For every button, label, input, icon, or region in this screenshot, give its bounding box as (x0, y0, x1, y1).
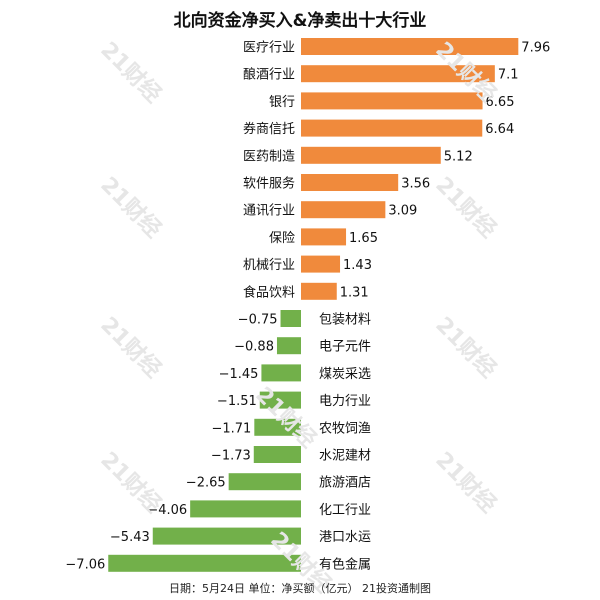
value-label: −7.06 (65, 557, 105, 572)
value-label: −0.75 (238, 313, 278, 328)
bar-农牧饲渔 (254, 418, 301, 436)
value-label: 1.65 (349, 231, 378, 246)
category-label: 煤炭采选 (319, 367, 371, 382)
category-label: 包装材料 (319, 313, 371, 328)
value-label: 6.64 (485, 122, 514, 137)
category-label: 保险 (269, 231, 295, 246)
bar-有色金属 (108, 554, 302, 572)
value-label: −0.88 (234, 340, 274, 355)
value-label: −1.45 (219, 367, 259, 382)
bar-电力行业 (259, 391, 301, 409)
bar-包装材料 (280, 310, 301, 327)
category-label: 农牧饲渔 (319, 421, 371, 436)
category-label: 水泥建材 (319, 449, 371, 464)
chart-title: 北向资金净买入&净卖出十大行业 (173, 11, 427, 31)
bar-食品饮料 (301, 282, 337, 300)
value-label: −4.06 (147, 503, 187, 518)
category-label: 食品饮料 (243, 284, 295, 300)
value-label: 5.12 (444, 149, 473, 164)
bar-医疗行业 (301, 38, 519, 55)
bar-酿酒行业 (301, 65, 495, 83)
footer-note: 日期：5月24日 单位：净买额（亿元） 21投资通制图 (169, 582, 431, 595)
category-label: 软件服务 (243, 176, 295, 192)
bar-保险 (301, 228, 347, 246)
bar-煤炭采选 (261, 364, 301, 382)
category-label: 医药制造 (243, 149, 295, 164)
category-label: 医疗行业 (243, 41, 295, 56)
value-label: 7.96 (521, 41, 550, 56)
bar-港口水运 (152, 527, 301, 545)
bar-医药制造 (301, 146, 441, 164)
bar-机械行业 (301, 255, 341, 273)
bar-旅游酒店 (228, 473, 301, 491)
value-label: 3.56 (401, 177, 430, 192)
category-label: 通讯行业 (243, 204, 295, 219)
bar-电子元件 (276, 337, 301, 355)
category-label: 电力行业 (319, 394, 371, 409)
bar-水泥建材 (253, 446, 301, 463)
value-label: −1.71 (211, 421, 251, 436)
value-label: 3.09 (388, 204, 417, 219)
value-label: −1.73 (211, 449, 251, 464)
value-label: 1.31 (340, 285, 369, 300)
category-label: 券商信托 (243, 121, 295, 137)
bar-软件服务 (301, 174, 399, 191)
value-label: −5.43 (110, 530, 150, 545)
value-label: −1.51 (217, 394, 257, 409)
bar-银行 (301, 92, 483, 110)
category-label: 机械行业 (243, 258, 295, 273)
category-label: 化工行业 (319, 503, 371, 518)
bar-券商信托 (301, 119, 483, 137)
value-label: −2.65 (186, 476, 226, 491)
category-label: 酿酒行业 (243, 67, 295, 83)
category-label: 有色金属 (319, 556, 371, 572)
value-label: 1.43 (343, 258, 372, 273)
bar-通讯行业 (301, 201, 386, 219)
value-label: 7.1 (498, 68, 519, 83)
category-label: 电子元件 (319, 340, 371, 355)
category-label: 银行 (269, 95, 295, 110)
value-label: 6.65 (486, 95, 515, 110)
bar-化工行业 (190, 500, 301, 518)
category-label: 港口水运 (319, 530, 371, 545)
category-label: 旅游酒店 (319, 476, 371, 491)
